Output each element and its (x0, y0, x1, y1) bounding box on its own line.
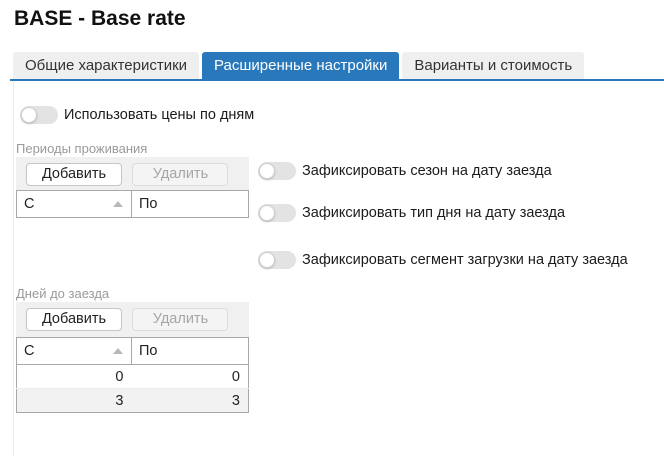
fix-load-segment-label: Зафиксировать сегмент загрузки на дату з… (302, 252, 628, 268)
use-daily-prices-toggle[interactable] (20, 106, 58, 124)
toggle-knob-icon (21, 107, 37, 123)
periods-column-to[interactable]: По (131, 190, 249, 218)
toggle-row-fix-day-type: Зафиксировать тип дня на дату заезда (258, 204, 565, 222)
use-daily-prices-label: Использовать цены по дням (64, 107, 255, 123)
fix-season-toggle[interactable] (258, 162, 296, 180)
days-delete-button[interactable]: Удалить (132, 308, 229, 331)
toggle-knob-icon (259, 163, 275, 179)
tab-bar: Общие характеристики Расширенные настрой… (13, 52, 585, 80)
tab-general[interactable]: Общие характеристики (13, 52, 200, 80)
periods-column-from[interactable]: С (16, 190, 132, 218)
periods-delete-button[interactable]: Удалить (132, 163, 229, 186)
toggle-row-use-daily-prices: Использовать цены по дням (20, 106, 254, 124)
toggle-knob-icon (259, 252, 275, 268)
days-column-from[interactable]: С (16, 337, 132, 365)
periods-grid-header-row: С По (16, 190, 249, 218)
periods-section-label: Периоды проживания (16, 141, 148, 156)
sort-asc-icon (113, 348, 123, 354)
periods-toolbar: Добавить Удалить (16, 157, 249, 190)
days-cell-to: 0 (231, 368, 240, 385)
fix-day-type-toggle[interactable] (258, 204, 296, 222)
periods-grid: С По (16, 190, 249, 218)
tab-underline (10, 79, 664, 81)
days-grid: С По 0 0 3 3 (16, 337, 249, 413)
days-section-label: Дней до заезда (16, 286, 110, 301)
tab-variants-and-price[interactable]: Варианты и стоимость (402, 52, 585, 80)
toggle-row-fix-season: Зафиксировать сезон на дату заезда (258, 162, 552, 180)
sort-asc-icon (113, 201, 123, 207)
tab-advanced-settings[interactable]: Расширенные настройки (202, 52, 400, 80)
fix-day-type-label: Зафиксировать тип дня на дату заезда (302, 205, 566, 221)
days-grid-header-row: С По (16, 337, 249, 365)
fix-load-segment-toggle[interactable] (258, 251, 296, 269)
content-panel-border (13, 81, 14, 457)
days-cell-to: 3 (131, 388, 249, 413)
days-grid-row[interactable]: 3 3 (16, 388, 249, 413)
page-title: BASE - Base rate (14, 7, 186, 30)
fix-season-label: Зафиксировать сезон на дату заезда (302, 163, 552, 179)
days-toolbar: Добавить Удалить (16, 302, 249, 337)
days-cell-from: 0 (115, 368, 124, 385)
toggle-row-fix-load-segment: Зафиксировать сегмент загрузки на дату з… (258, 251, 628, 269)
toggle-knob-icon (259, 205, 275, 221)
days-cell-from: 3 (16, 388, 132, 413)
days-add-button[interactable]: Добавить (26, 308, 122, 331)
days-grid-row[interactable]: 0 0 (17, 365, 249, 389)
days-column-to[interactable]: По (131, 337, 249, 365)
periods-add-button[interactable]: Добавить (26, 163, 122, 186)
